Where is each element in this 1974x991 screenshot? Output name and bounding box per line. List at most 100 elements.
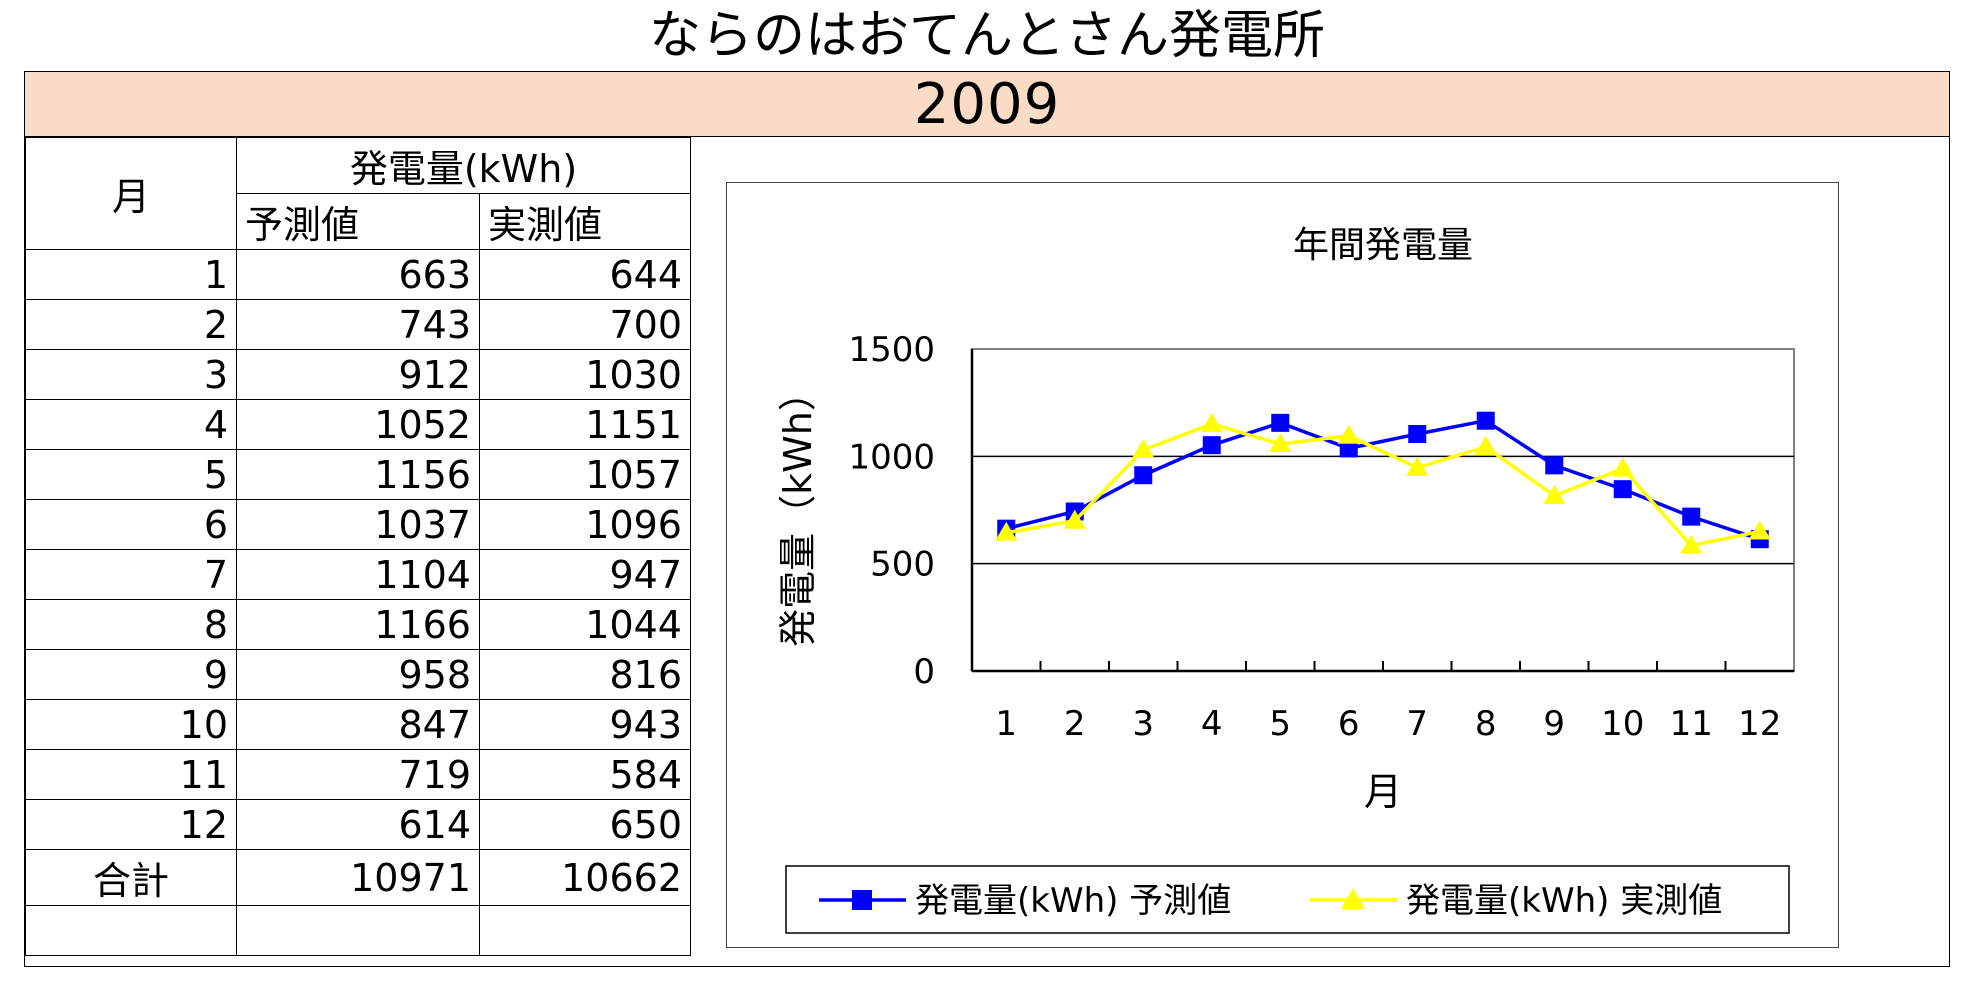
table-row: 9 958 816 [25, 649, 691, 700]
data-point-triangle [1680, 534, 1703, 554]
data-point-square [1134, 466, 1153, 485]
month-cell: 8 [25, 599, 237, 650]
x-tick-label: 3 [1132, 704, 1154, 744]
data-point-triangle [1406, 456, 1429, 476]
predicted-cell: 912 [236, 349, 480, 400]
empty-cell [25, 905, 237, 956]
empty-row [25, 905, 691, 956]
table-row: 6 1037 1096 [25, 499, 691, 550]
data-point-square [1613, 480, 1632, 499]
predicted-header: 予測値 [236, 193, 480, 250]
legend-box [785, 865, 1790, 934]
x-tick-label: 11 [1670, 704, 1713, 744]
total-label: 合計 [25, 849, 237, 906]
legend-marker-square [852, 890, 872, 910]
data-point-square [1339, 439, 1358, 458]
data-point-triangle [995, 521, 1018, 541]
x-tick-label: 5 [1269, 704, 1291, 744]
x-tick-label: 12 [1738, 704, 1781, 744]
series-line [1005, 418, 1761, 541]
x-tick-label: 2 [1064, 704, 1086, 744]
year-banner: 2009 [25, 72, 1949, 137]
predicted-cell: 614 [236, 799, 480, 850]
table-row: 12 614 650 [25, 799, 691, 850]
data-point-square [1476, 411, 1495, 430]
predicted-cell: 1104 [236, 549, 480, 600]
actual-cell: 947 [479, 549, 691, 600]
x-axis-label: 月 [1364, 770, 1402, 814]
month-cell: 9 [25, 649, 237, 700]
data-point-triangle [1474, 435, 1497, 455]
x-tick-label: 4 [1201, 704, 1223, 744]
month-cell: 4 [25, 399, 237, 450]
predicted-cell: 743 [236, 299, 480, 350]
actual-cell: 1057 [479, 449, 691, 500]
empty-cell [479, 905, 691, 956]
data-point-triangle [1200, 412, 1223, 432]
predicted-cell: 663 [236, 249, 480, 300]
month-header: 月 [25, 137, 237, 250]
data-point-square [1271, 413, 1290, 432]
predicted-cell: 1166 [236, 599, 480, 650]
data-point-triangle [1543, 484, 1566, 504]
x-tick-label: 1 [995, 704, 1017, 744]
table-row: 4 1052 1151 [25, 399, 691, 450]
y-tick-label: 1500 [848, 330, 935, 370]
data-point-triangle [1269, 433, 1292, 453]
table-row: 2 743 700 [25, 299, 691, 350]
predicted-cell: 1037 [236, 499, 480, 550]
month-cell: 2 [25, 299, 237, 350]
actual-cell: 943 [479, 699, 691, 750]
data-point-square [1545, 456, 1564, 475]
actual-cell: 1044 [479, 599, 691, 650]
actual-cell: 650 [479, 799, 691, 850]
month-cell: 11 [25, 749, 237, 800]
y-axis-label: 発電量（kWh） [776, 373, 820, 647]
page-title: ならのはおてんとさん発電所 [648, 6, 1325, 66]
month-cell: 1 [25, 249, 237, 300]
plot-area [971, 348, 1795, 672]
month-cell: 5 [25, 449, 237, 500]
table-row: 5 1156 1057 [25, 449, 691, 500]
table-row: 8 1166 1044 [25, 599, 691, 650]
legend-marker-triangle [1341, 888, 1365, 909]
month-cell: 6 [25, 499, 237, 550]
generation-header: 発電量(kWh) [236, 137, 691, 194]
total-predicted: 10971 [236, 849, 480, 906]
series-line [1005, 422, 1761, 548]
actual-cell: 584 [479, 749, 691, 800]
data-point-triangle [1132, 438, 1155, 458]
predicted-cell: 719 [236, 749, 480, 800]
chart-container: 年間発電量 0 500 1000 1500 1 2 3 4 5 6 7 8 9 10 11 12 月発電量（kWh… [726, 182, 1839, 948]
x-tick-label: 9 [1543, 704, 1565, 744]
total-row: 合計 10971 10662 [25, 849, 691, 906]
predicted-cell: 1052 [236, 399, 480, 450]
month-cell: 10 [25, 699, 237, 750]
x-tick-label: 6 [1338, 704, 1360, 744]
table-row: 3 912 1030 [25, 349, 691, 400]
y-tick-label: 1000 [848, 437, 935, 477]
actual-cell: 816 [479, 649, 691, 700]
predicted-cell: 847 [236, 699, 480, 750]
y-tick-label: 0 [913, 652, 935, 692]
data-point-triangle [1063, 509, 1086, 529]
data-point-triangle [1748, 520, 1771, 540]
generation-table: 月 発電量(kWh) 予測値 実測値 1 663 644 2 743 700 3 912 103… [25, 137, 691, 956]
month-cell: 3 [25, 349, 237, 400]
empty-cell [236, 905, 480, 956]
y-tick-label: 500 [870, 545, 935, 585]
predicted-cell: 958 [236, 649, 480, 700]
data-point-square [1202, 436, 1221, 455]
chart-title: 年間発電量 [1293, 225, 1473, 266]
data-point-square [1408, 425, 1427, 444]
month-cell: 12 [25, 799, 237, 850]
x-tick-label: 8 [1475, 704, 1497, 744]
actual-header: 実測値 [479, 193, 691, 250]
data-point-triangle [1337, 424, 1360, 444]
table-row: 7 1104 947 [25, 549, 691, 600]
actual-cell: 1030 [479, 349, 691, 400]
total-actual: 10662 [479, 849, 691, 906]
actual-cell: 1151 [479, 399, 691, 450]
table-row: 11 719 584 [25, 749, 691, 800]
